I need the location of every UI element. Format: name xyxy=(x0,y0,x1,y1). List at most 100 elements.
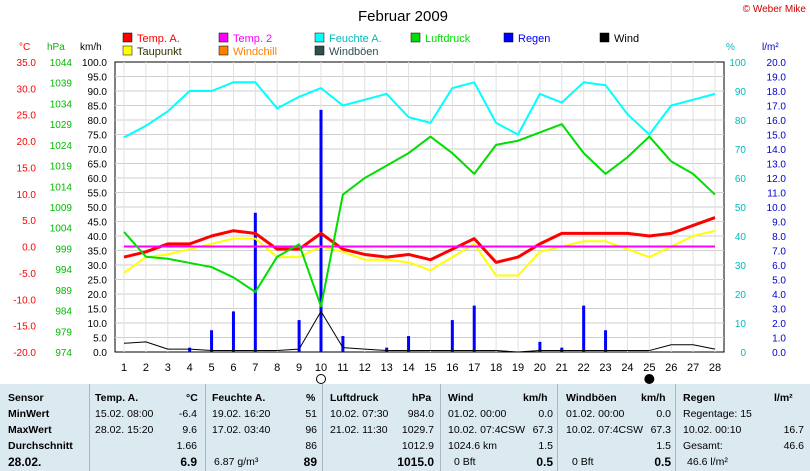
pressure-tick-label: 1014 xyxy=(50,182,73,193)
humidity-tick-label: 60 xyxy=(735,174,747,185)
full-moon-icon xyxy=(316,374,326,384)
gust-current: 0.5 xyxy=(654,455,671,469)
gust-min-time: 01.02. 00:00 xyxy=(566,408,625,420)
press-max-time: 21.02. 11:30 xyxy=(330,424,388,436)
gust-max-value: 67.3 xyxy=(650,424,671,436)
speed-tick-label: 95.0 xyxy=(88,73,108,84)
x-tick-label: 3 xyxy=(165,362,171,374)
legend: Temp. A. Temp. 2 Feuchte A. Luftdruck Regen W… xyxy=(122,32,639,58)
speed-tick-label: 25.0 xyxy=(88,276,108,287)
temp-tick-label: -5.0 xyxy=(19,269,37,280)
hum-header: Feuchte A. xyxy=(212,392,266,404)
legend-swatch xyxy=(218,32,229,43)
gust-min-value: 0.0 xyxy=(656,408,671,420)
press-min-time: 10.02. 07:30 xyxy=(330,408,389,420)
speed-tick-label: 75.0 xyxy=(88,131,108,142)
x-tick-label: 6 xyxy=(230,362,236,374)
series-line-taupunkt xyxy=(123,229,716,277)
sensor-header: Sensor xyxy=(8,392,44,404)
rain-total-value: 46.6 xyxy=(783,440,804,452)
rain-bars xyxy=(188,109,608,352)
legend-label: Temp. A. xyxy=(137,33,180,45)
x-tick-label: 7 xyxy=(252,362,258,374)
rain-bar xyxy=(253,212,257,352)
unit-pressure: hPa xyxy=(47,42,65,53)
press-header: Luftdruck xyxy=(330,392,379,404)
rain-tick-label: 11.0 xyxy=(767,189,786,200)
temp-min-value: -6.4 xyxy=(178,408,197,420)
rain-tick-label: 17.0 xyxy=(767,102,787,113)
pressure-tick-label: 1029 xyxy=(50,120,73,131)
legend-swatch xyxy=(314,45,325,56)
pressure-tick-label: 1044 xyxy=(50,58,73,69)
pressure-tick-label: 984 xyxy=(55,307,72,318)
wind-current: 0.5 xyxy=(536,455,553,469)
weather-chart: Februar 2009 © Weber Mike Temp. A. Temp. … xyxy=(13,4,807,384)
rain-header: Regen xyxy=(683,392,716,404)
x-tick-label: 5 xyxy=(208,362,214,374)
hum-min-time: 19.02. 16:20 xyxy=(212,408,271,420)
speed-tick-label: 60.0 xyxy=(88,174,108,185)
press-unit: hPa xyxy=(412,392,432,404)
humidity-tick-label: 100 xyxy=(729,58,746,69)
hum-min-value: 51 xyxy=(305,408,317,420)
axis-ticks: -20.0 -15.0 -10.0 -5.0 0.0 5.0 10.0 15.0 20.0 25.… xyxy=(13,58,786,359)
x-tick-label: 28 xyxy=(709,362,721,374)
rain-tick-label: 5.0 xyxy=(772,276,786,287)
unit-rain: l/m² xyxy=(762,42,779,53)
series-line-luftdruck xyxy=(123,123,716,308)
speed-tick-label: 55.0 xyxy=(88,189,108,200)
pressure-tick-label: 1034 xyxy=(50,99,73,110)
rain-bar xyxy=(341,336,345,352)
rain-tick-label: 16.0 xyxy=(767,116,787,127)
rain-total-label: Gesamt: xyxy=(683,440,723,452)
legend-label: Taupunkt xyxy=(137,46,182,58)
rain-tick-label: 3.0 xyxy=(772,305,786,316)
rain-tick-label: 2.0 xyxy=(772,319,786,330)
hum-avg: 86 xyxy=(305,440,317,452)
rain-max-time: 10.02. 00:10 xyxy=(683,424,742,436)
gust-beaufort: 0 Bft xyxy=(572,456,594,468)
x-tick-label: 24 xyxy=(621,362,633,374)
statistics-panel: Sensor MinWert MaxWert Durchschnitt 28.0… xyxy=(0,384,810,471)
rain-bar xyxy=(582,305,586,352)
series-lines xyxy=(123,81,716,353)
rain-tick-label: 10.0 xyxy=(767,203,787,214)
speed-tick-label: 90.0 xyxy=(88,87,108,98)
legend-label: Luftdruck xyxy=(425,33,471,45)
legend-label: Regen xyxy=(518,33,550,45)
temp-tick-label: 20.0 xyxy=(17,137,37,148)
temp-tick-label: 25.0 xyxy=(17,111,37,122)
legend-label: Windböen xyxy=(329,46,379,58)
rain-tick-label: 18.0 xyxy=(767,87,787,98)
speed-tick-label: 50.0 xyxy=(88,203,108,214)
hum-absolute: 6.87 g/m³ xyxy=(214,456,259,468)
unit-humidity: % xyxy=(726,42,735,53)
hum-max-value: 96 xyxy=(305,424,317,436)
temp-tick-label: -20.0 xyxy=(13,348,36,359)
x-tick-label: 10 xyxy=(315,362,327,374)
gust-header: Windböen xyxy=(566,392,617,404)
humidity-tick-label: 0 xyxy=(740,348,746,359)
x-tick-label: 15 xyxy=(424,362,436,374)
wind-avg: 1.5 xyxy=(538,440,553,452)
humidity-tick-label: 50 xyxy=(735,203,747,214)
gust-max-time: 10.02. 07:4CSW xyxy=(566,424,644,436)
x-tick-label: 18 xyxy=(490,362,502,374)
temp-tick-label: 0.0 xyxy=(22,243,36,254)
humidity-tick-label: 20 xyxy=(735,290,747,301)
gust-avg: 1.5 xyxy=(656,440,671,452)
rain-bar xyxy=(319,109,323,352)
chart-credit: © Weber Mike xyxy=(743,4,807,15)
rain-bar xyxy=(188,347,192,352)
wind-min-time: 01.02. 00:00 xyxy=(448,408,507,420)
pressure-tick-label: 1024 xyxy=(50,141,73,152)
rain-tick-label: 1.0 xyxy=(772,334,786,345)
x-tick-label: 22 xyxy=(578,362,590,374)
rain-tick-label: 6.0 xyxy=(772,261,786,272)
speed-tick-label: 80.0 xyxy=(88,116,108,127)
humidity-tick-label: 70 xyxy=(735,145,747,156)
rain-tick-label: 13.0 xyxy=(767,160,787,171)
unit-speed: km/h xyxy=(80,42,102,53)
wind-beaufort: 0 Bft xyxy=(454,456,476,468)
